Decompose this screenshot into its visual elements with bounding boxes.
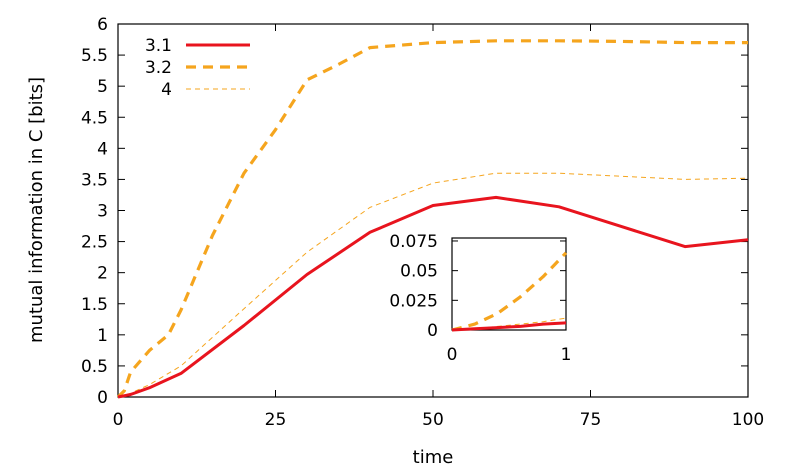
inset-x-tick-label: 1 <box>561 345 572 365</box>
legend-label-3-2: 3.2 <box>145 58 172 78</box>
inset-chart: 0 0.025 0.05 0.075 0 1 <box>389 232 571 365</box>
y-tick-label: 5 <box>97 77 108 97</box>
y-tick-label: 3.5 <box>81 170 108 190</box>
legend-label-4: 4 <box>161 80 172 100</box>
y-tick-label: 2 <box>97 264 108 284</box>
inset-series-group <box>451 251 568 332</box>
main-series-group <box>116 39 749 399</box>
inset-x-tick-label: 0 <box>447 345 458 365</box>
x-tick-label: 0 <box>113 410 124 430</box>
inset-axis-ticks: 0 0.025 0.05 0.075 0 1 <box>389 232 571 365</box>
y-tick-label: 1.5 <box>81 295 108 315</box>
legend: 3.13.24 <box>145 36 250 100</box>
x-tick-label: 100 <box>732 410 764 430</box>
x-axis-label: time <box>413 447 454 468</box>
x-tick-label: 50 <box>422 410 444 430</box>
series-line-4 <box>117 172 749 398</box>
inset-frame <box>451 237 567 331</box>
plot-frame <box>117 23 749 398</box>
x-tick-label: 75 <box>580 410 602 430</box>
y-tick-label: 2.5 <box>81 233 108 253</box>
series-line-3-2 <box>116 39 748 399</box>
inset-series-line-3-1 <box>451 321 567 332</box>
series-line-3-1 <box>117 195 749 399</box>
y-tick-label: 5.5 <box>81 46 108 66</box>
inset-y-tick-label: 0 <box>427 321 438 341</box>
y-tick-label: 1 <box>97 326 108 346</box>
y-tick-label: 3 <box>97 202 108 222</box>
inset-y-tick-label: 0.075 <box>389 232 438 252</box>
y-tick-label: 0.5 <box>81 357 108 377</box>
x-tick-label: 25 <box>265 410 287 430</box>
y-tick-label: 4 <box>97 139 108 159</box>
y-tick-label: 4.5 <box>81 108 108 128</box>
inset-y-tick-label: 0.05 <box>400 262 438 282</box>
inset-series-line-3-2 <box>451 251 568 332</box>
y-tick-label: 6 <box>97 15 108 35</box>
y-axis-label: mutual information in C [bits] <box>26 77 47 343</box>
y-tick-label: 0 <box>97 388 108 408</box>
legend-label-3-1: 3.1 <box>145 36 172 56</box>
main-axis-ticks: 00.511.522.533.544.555.560 25 50 75 100 <box>81 15 764 430</box>
inset-y-tick-label: 0.025 <box>389 291 438 311</box>
